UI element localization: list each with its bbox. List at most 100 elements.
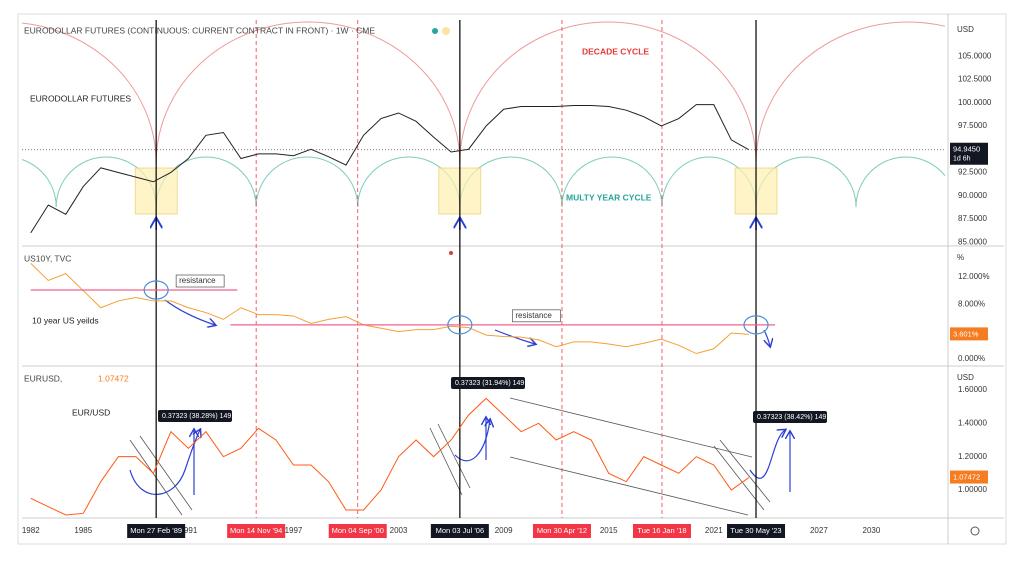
arrow xyxy=(164,299,215,325)
annotation: 10 year US yeilds xyxy=(32,315,99,325)
date-label-bg xyxy=(727,524,786,538)
x-tick-label: 2027 xyxy=(810,526,828,535)
date-label: Mon 27 Feb '89 xyxy=(130,526,182,535)
channel-line xyxy=(139,435,193,511)
cycle-arc xyxy=(855,156,945,208)
status-dot xyxy=(442,27,450,35)
frame xyxy=(17,13,1007,545)
x-tick-label: 1997 xyxy=(285,526,303,535)
y-tick-label: 12.000% xyxy=(958,272,990,281)
last-value-bg xyxy=(950,142,988,165)
date-label-bg xyxy=(632,524,691,538)
last-value-label: 94.9450 xyxy=(953,145,980,154)
measure-label: 0.37323 (38.28%) 149 xyxy=(162,413,231,420)
x-tick-label: 2015 xyxy=(600,526,618,535)
cycle-arc xyxy=(561,156,663,208)
x-tick-label: 1982 xyxy=(22,526,40,535)
measure-label: 0.37323 (38.42%) 149 xyxy=(757,414,826,421)
cycle-arc xyxy=(155,21,461,164)
x-tick-label: 2021 xyxy=(705,526,723,535)
touch-ellipse xyxy=(447,315,473,335)
annotation: MULTY YEAR CYCLE xyxy=(566,192,652,202)
date-label: Mon 03 Jul '06 xyxy=(436,526,485,535)
channel-line xyxy=(437,423,471,489)
header-last-value: 1.07472 xyxy=(98,373,129,383)
x-tick-label: 1991 xyxy=(179,526,197,535)
cycle-arc xyxy=(22,159,57,208)
cycle-arcs xyxy=(22,21,945,208)
cycle-arc xyxy=(755,21,945,164)
y-axis-unit: % xyxy=(957,253,964,262)
y-tick-label: 100.0000 xyxy=(958,98,992,107)
settings-icon[interactable] xyxy=(970,526,980,536)
y-tick-label: 0.000% xyxy=(958,354,985,363)
last-value-bg xyxy=(950,470,988,484)
y-axis-unit: USD xyxy=(957,373,974,382)
y-tick-label: 1.60000 xyxy=(958,385,987,394)
y-axis-unit: USD xyxy=(957,25,974,34)
y-tick-label: 1.00000 xyxy=(958,485,987,494)
measure-box xyxy=(158,410,232,422)
y-tick-label: 92.5000 xyxy=(958,168,987,177)
touch-ellipse xyxy=(743,315,769,335)
date-label: Tue 30 May '23 xyxy=(730,526,781,535)
date-label: Mon 14 Nov '94 xyxy=(230,526,282,535)
date-label: Mon 04 Sep '00 xyxy=(332,526,384,535)
price-line xyxy=(30,263,749,355)
measure-box xyxy=(753,411,827,423)
touch-ellipse xyxy=(143,280,169,300)
channel-line xyxy=(509,397,753,458)
date-label-bg xyxy=(328,524,387,538)
last-value-bg xyxy=(950,327,988,341)
arrow xyxy=(494,329,535,344)
y-tick-label: 85.0000 xyxy=(958,237,987,246)
gear[interactable] xyxy=(970,526,980,536)
y-tick-label: 1.20000 xyxy=(958,452,987,461)
arrow xyxy=(763,329,770,346)
y-tick-label: 1.40000 xyxy=(958,418,987,427)
date-label-bg xyxy=(430,524,489,538)
channel-lines xyxy=(129,397,771,516)
last-value-label: 1.07472 xyxy=(953,473,980,482)
channel-line xyxy=(509,456,749,516)
y-tick-label: 97.5000 xyxy=(958,121,987,130)
annotation: EURODOLLAR FUTURES xyxy=(30,93,131,103)
cycle-arc xyxy=(459,21,757,164)
date-label-bg xyxy=(127,524,186,538)
arrow xyxy=(129,430,200,495)
measure-box xyxy=(451,377,525,389)
status-dot xyxy=(432,28,438,34)
y-tick-label: 105.0000 xyxy=(958,51,992,60)
cycle-arc xyxy=(255,156,359,208)
annotation: DECADE CYCLE xyxy=(582,46,649,56)
annotation: EUR/USD xyxy=(72,407,110,417)
countdown: 1d 6h xyxy=(953,156,971,163)
cycle-arc xyxy=(22,22,157,164)
y-tick-label: 102.5000 xyxy=(958,75,992,84)
y-tick-label: 87.5000 xyxy=(958,214,987,223)
pane-title: US10Y, TVC xyxy=(24,253,71,263)
hand-arrows xyxy=(129,299,790,495)
y-tick-label: 90.0000 xyxy=(958,191,987,200)
measure-label: 0.37323 (31.94%) 149 xyxy=(455,380,524,387)
resistance-label: resistance xyxy=(515,311,552,320)
arrow xyxy=(454,420,490,462)
y-tick-label: 8.000% xyxy=(958,299,985,308)
date-label: Mon 30 Apr '12 xyxy=(537,526,587,535)
resistance-box xyxy=(512,309,561,323)
marker-dot xyxy=(449,251,453,255)
price-line xyxy=(30,104,750,234)
channel-line xyxy=(719,439,771,503)
resistance-box xyxy=(175,274,225,288)
price-line xyxy=(30,397,750,516)
date-label: Tue 16 Jan '18 xyxy=(637,526,686,535)
date-label-bg xyxy=(227,524,286,538)
pane-title: EURODOLLAR FUTURES (CONTINUOUS: CURRENT … xyxy=(24,25,375,35)
x-tick-label: 1985 xyxy=(74,526,92,535)
date-label-bg xyxy=(532,524,591,538)
resistance-label: resistance xyxy=(179,276,216,285)
channel-line xyxy=(429,427,463,496)
pane-title: EURUSD, xyxy=(24,373,62,383)
x-tick-label: 2030 xyxy=(863,526,881,535)
